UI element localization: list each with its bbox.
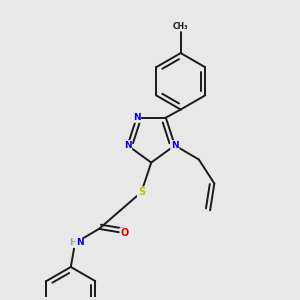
Text: S: S [138,187,145,197]
Text: CH₃: CH₃ [173,22,188,31]
Text: H: H [69,238,77,247]
Text: N: N [171,141,179,150]
Text: N: N [124,141,131,150]
Text: N: N [76,238,83,247]
Text: O: O [120,228,128,238]
Text: N: N [133,113,140,122]
